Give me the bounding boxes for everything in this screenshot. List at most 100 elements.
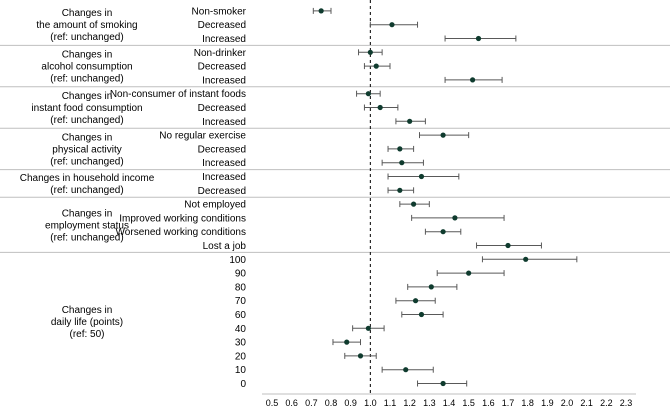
row-label: Non-smoker bbox=[192, 6, 247, 17]
estimate-point bbox=[399, 160, 405, 166]
estimate-point bbox=[344, 339, 350, 345]
x-tick-label: 1.8 bbox=[521, 398, 534, 408]
x-tick-label: 0.6 bbox=[285, 398, 298, 408]
row-label: Decreased bbox=[198, 62, 246, 73]
group-label: (ref: 50) bbox=[69, 329, 104, 340]
x-tick-label: 2.2 bbox=[600, 398, 613, 408]
row-label: 40 bbox=[235, 324, 247, 335]
estimate-point bbox=[365, 325, 371, 331]
row-label: 0 bbox=[240, 379, 246, 390]
row-label: Decreased bbox=[198, 20, 246, 31]
estimate-marks bbox=[312, 7, 578, 387]
estimate-point bbox=[397, 187, 403, 193]
estimate-point bbox=[466, 270, 472, 276]
row-label: 10 bbox=[235, 365, 247, 376]
x-axis: 0.5 0.6 0.7 0.8 0.9 1.0 1.1 1.2 1.3 1.4 1.5 1.6 1.7 1… bbox=[262, 393, 636, 408]
group-label: Changes in bbox=[62, 91, 113, 102]
x-tick-label: 2.3 bbox=[620, 398, 633, 408]
row-label: Decreased bbox=[198, 144, 246, 155]
x-tick-label: 1.6 bbox=[482, 398, 495, 408]
group-separators bbox=[0, 44, 670, 253]
group-label: (ref: unchanged) bbox=[50, 74, 123, 85]
x-tick-label: 0.8 bbox=[325, 398, 338, 408]
group-label: Changes in bbox=[62, 208, 113, 219]
row-label: Worsened working conditions bbox=[116, 227, 246, 238]
x-tick-label: 1.0 bbox=[364, 398, 377, 408]
estimate-point bbox=[470, 77, 476, 83]
group-label: employment status bbox=[45, 220, 129, 231]
row-label: Increased bbox=[202, 75, 246, 86]
x-tick-label: 2.1 bbox=[580, 398, 593, 408]
x-tick-label: 1.9 bbox=[541, 398, 554, 408]
group-label: daily life (points) bbox=[51, 317, 123, 328]
row-labels: Non-smoker Decreased Increased Non-drinker D… bbox=[110, 6, 247, 390]
estimate-point bbox=[365, 91, 371, 97]
row-label: 80 bbox=[235, 282, 247, 293]
x-tick-label: 1.4 bbox=[443, 398, 456, 408]
group-label: physical activity bbox=[52, 144, 121, 155]
row-label: 60 bbox=[235, 310, 247, 321]
x-tick-label: 1.3 bbox=[423, 398, 436, 408]
estimate-point bbox=[523, 256, 529, 262]
estimate-point bbox=[418, 173, 425, 180]
group-label: Changes in bbox=[62, 50, 113, 61]
group-label: Changes in bbox=[62, 132, 113, 143]
row-label: Increased bbox=[202, 158, 246, 169]
x-tick-label: 1.2 bbox=[403, 398, 416, 408]
row-label: Decreased bbox=[198, 186, 246, 197]
group-label: (ref: unchanged) bbox=[50, 32, 123, 43]
estimate-point bbox=[505, 242, 511, 249]
estimate-point bbox=[440, 229, 446, 235]
estimate-point bbox=[373, 63, 379, 69]
group-label: Changes in bbox=[62, 8, 113, 19]
group-label: (ref: unchanged) bbox=[50, 115, 123, 126]
estimate-point bbox=[475, 35, 482, 42]
estimate-point bbox=[412, 298, 419, 304]
row-label: Non-drinker bbox=[194, 48, 247, 59]
group-label: Changes in bbox=[62, 305, 113, 316]
group-label: Changes in household income bbox=[20, 173, 155, 184]
x-tick-label: 1.7 bbox=[502, 398, 515, 408]
row-label: Increased bbox=[202, 172, 246, 183]
group-label: the amount of smoking bbox=[36, 20, 137, 31]
estimate-point bbox=[403, 367, 409, 373]
row-label: Not employed bbox=[184, 200, 246, 211]
x-tick-label: 2.0 bbox=[561, 398, 574, 408]
estimate-point bbox=[452, 215, 458, 221]
row-label: Improved working conditions bbox=[119, 213, 246, 224]
row-label: Lost a job bbox=[203, 241, 247, 252]
row-label: Increased bbox=[202, 34, 246, 45]
row-label: 90 bbox=[235, 269, 247, 280]
row-label: Non-consumer of instant foods bbox=[110, 89, 246, 100]
estimate-point bbox=[377, 104, 383, 111]
group-label: (ref: unchanged) bbox=[50, 156, 123, 167]
row-label: Decreased bbox=[198, 103, 246, 114]
estimate-point bbox=[318, 8, 324, 14]
group-label: alcohol consumption bbox=[41, 62, 132, 73]
x-tick-label: 0.5 bbox=[266, 398, 279, 408]
row-label: 70 bbox=[235, 296, 247, 307]
estimate-point bbox=[440, 132, 446, 138]
estimate-point bbox=[367, 49, 373, 55]
x-tick-label: 0.9 bbox=[344, 398, 357, 408]
estimate-point bbox=[428, 284, 434, 290]
x-tick-label: 1.1 bbox=[384, 398, 397, 408]
group-label: (ref: unchanged) bbox=[50, 232, 123, 243]
row-label: 100 bbox=[229, 255, 246, 266]
group-label: instant food consumption bbox=[31, 103, 142, 114]
group-label: (ref: unchanged) bbox=[50, 185, 123, 196]
row-label: No regular exercise bbox=[159, 131, 246, 142]
estimate-point bbox=[407, 118, 413, 124]
estimate-point bbox=[440, 380, 446, 387]
estimate-point bbox=[397, 146, 403, 152]
row-label: 20 bbox=[235, 351, 247, 362]
row-label: Increased bbox=[202, 117, 246, 128]
estimate-point bbox=[389, 22, 395, 28]
estimate-point bbox=[357, 353, 364, 359]
row-label: 30 bbox=[235, 338, 247, 349]
x-tick-label: 0.7 bbox=[305, 398, 318, 408]
estimate-point bbox=[411, 201, 417, 207]
estimate-point bbox=[418, 311, 425, 318]
